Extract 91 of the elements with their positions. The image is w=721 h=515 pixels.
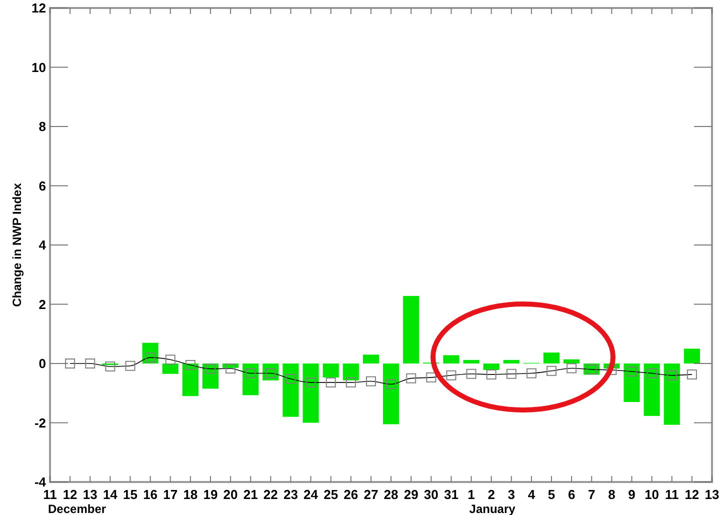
point	[486, 369, 496, 380]
x-tick-label: 7	[588, 487, 596, 502]
y-tick-label: -4	[34, 474, 47, 490]
y-axis-title: Change in NWP Index	[10, 182, 24, 307]
x-tick-label: 23	[283, 487, 298, 502]
x-tick-label: 14	[102, 487, 118, 502]
y-tick-label: 4	[38, 238, 47, 252]
bar	[543, 352, 560, 364]
x-tick-label: 28	[384, 487, 398, 502]
x-tick-label: 19	[203, 487, 218, 502]
y-tick-label: 12	[32, 0, 46, 16]
y-tick-label: 0	[38, 356, 46, 371]
y-tick-label: 6	[38, 178, 46, 194]
point	[506, 368, 516, 379]
y-tick-label: 8	[38, 119, 46, 134]
point	[246, 368, 256, 378]
point	[326, 377, 336, 388]
point	[546, 366, 557, 376]
y-tick-label: 2	[38, 296, 46, 312]
point	[426, 372, 436, 382]
point	[65, 358, 76, 368]
bar	[302, 364, 319, 423]
bar	[322, 364, 339, 378]
point	[165, 354, 176, 365]
x-tick-label: 17	[163, 487, 178, 502]
x-tick-label: 11	[43, 487, 57, 502]
bar	[624, 364, 640, 402]
text: December	[48, 502, 106, 515]
point	[566, 363, 577, 374]
x-tick-label: 6	[568, 487, 576, 502]
x-tick-label: 8	[608, 487, 616, 502]
point	[526, 368, 536, 378]
point	[105, 361, 116, 372]
x-tick-label: 29	[404, 487, 418, 502]
point	[306, 377, 316, 388]
x-tick-label: 13	[704, 487, 720, 502]
x-tick-label: 16	[143, 487, 158, 502]
x-tick-label: 24	[304, 487, 319, 502]
bar	[664, 364, 680, 425]
x-tick-label: 21	[243, 487, 258, 502]
x-tick-label: 31	[444, 487, 458, 502]
x-tick-label: 11	[665, 487, 679, 502]
bar	[182, 364, 198, 396]
bar	[162, 364, 178, 374]
y-tick-label: 10	[32, 60, 46, 75]
bar	[463, 360, 480, 364]
x-tick-label: 27	[364, 487, 378, 502]
point	[185, 360, 196, 370]
bar	[282, 364, 299, 417]
point	[286, 374, 296, 384]
x-tick-label: 9	[628, 487, 636, 502]
point	[85, 358, 96, 368]
point	[125, 360, 136, 371]
point	[626, 366, 637, 376]
x-tick-label: 4	[528, 487, 536, 502]
point	[406, 373, 416, 384]
point	[346, 377, 356, 388]
bar	[383, 364, 400, 424]
x-tick-label: 13	[82, 487, 98, 502]
x-tick-label: 2	[488, 487, 495, 502]
x-tick-label: 15	[123, 487, 138, 502]
point	[226, 364, 236, 374]
x-tick-label: 1	[468, 487, 475, 502]
bar	[503, 360, 520, 364]
point	[466, 368, 476, 379]
bar	[342, 364, 359, 380]
x-tick-label: 30	[424, 487, 438, 502]
x-tick-label: 25	[324, 487, 338, 502]
point	[686, 369, 697, 380]
x-tick-label: 3	[508, 487, 516, 502]
point	[646, 368, 657, 378]
x-tick-label: 26	[344, 487, 358, 502]
bar	[443, 355, 460, 364]
point	[366, 376, 376, 386]
point	[386, 379, 396, 390]
point	[205, 364, 216, 374]
bar	[362, 354, 379, 364]
x-tick-label: 18	[183, 487, 198, 502]
x-tick-label: 12	[684, 487, 700, 502]
x-tick-label: 5	[548, 487, 556, 502]
point	[666, 370, 677, 380]
y-tick-label: -2	[34, 415, 46, 430]
x-tick-label: 22	[263, 487, 278, 502]
bar	[403, 296, 420, 364]
bar	[644, 364, 660, 416]
bar	[684, 348, 700, 364]
point	[446, 370, 456, 380]
x-tick-label: 20	[223, 487, 238, 502]
x-tick-label: 12	[62, 487, 78, 502]
x-tick-label: 10	[644, 487, 660, 502]
bar	[483, 364, 500, 370]
